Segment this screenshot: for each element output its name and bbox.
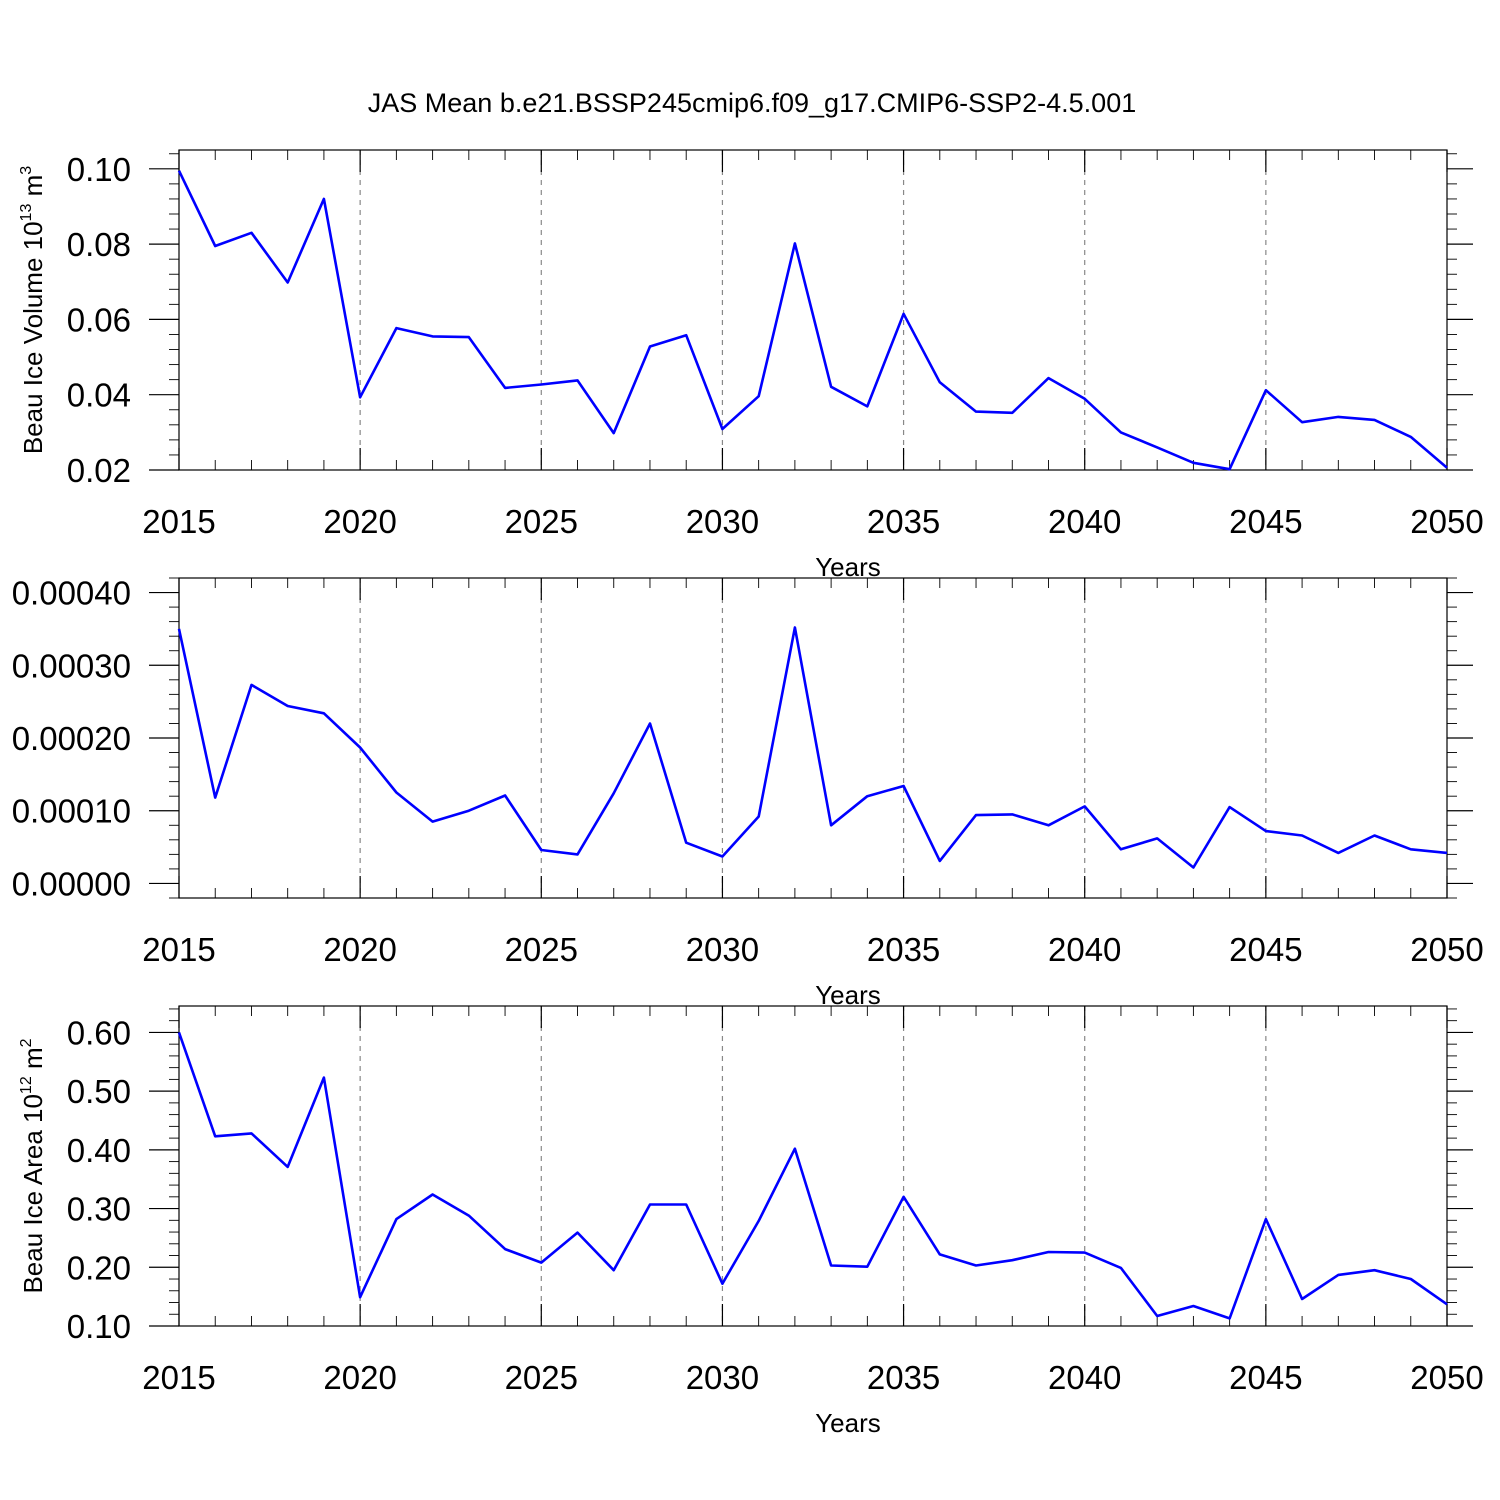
- y-tick-label: 0.20: [67, 1249, 131, 1286]
- x-tick-label: 2040: [1048, 503, 1121, 540]
- plot-frame: [178, 1005, 1448, 1327]
- x-tick-label: 2035: [867, 503, 940, 540]
- x-tick-label: 2040: [1048, 931, 1121, 968]
- x-tick-label: 2020: [323, 503, 396, 540]
- x-tick-label: 2025: [505, 1359, 578, 1396]
- series-line: [177, 1031, 1448, 1320]
- x-tick-label: 2045: [1229, 931, 1302, 968]
- x-tick-label: 2030: [686, 931, 759, 968]
- x-tick-label: 2035: [867, 1359, 940, 1396]
- y-tick-label: 0.10: [67, 1308, 131, 1345]
- x-tick-label: 2050: [1410, 1359, 1483, 1396]
- y-tick-label: 0.00020: [12, 720, 131, 757]
- x-tick-label: 2050: [1410, 931, 1483, 968]
- x-tick-label: 2015: [142, 1359, 215, 1396]
- x-tick-label: 2030: [686, 503, 759, 540]
- x-tick-label: 2015: [142, 931, 215, 968]
- y-tick-label: 0.30: [67, 1191, 131, 1228]
- y-tick-label: 0.50: [67, 1073, 131, 1110]
- y-tick-label: 0.00010: [12, 793, 131, 830]
- x-tick-label: 2025: [505, 931, 578, 968]
- x-tick-label: 2035: [867, 931, 940, 968]
- y-tick-label: 0.60: [67, 1014, 131, 1051]
- plot-frame: [178, 149, 1448, 471]
- x-tick-label: 2020: [323, 931, 396, 968]
- y-tick-label: 0.02: [67, 452, 131, 489]
- x-tick-label: 2020: [323, 1359, 396, 1396]
- y-tick-label: 0.00040: [12, 575, 131, 612]
- y-tick-label: 0.04: [67, 377, 131, 414]
- x-tick-label: 2025: [505, 503, 578, 540]
- series-line: [177, 626, 1448, 869]
- panel-1: 2015 2020 2025 2030 2035 2040 2045 2050 0.02 0.04…: [18, 149, 1484, 582]
- y-tick-label: 0.06: [67, 301, 131, 338]
- x-tick-label: 2045: [1229, 503, 1302, 540]
- x-tick-label: 2045: [1229, 1359, 1302, 1396]
- y-tick-label: 0.40: [67, 1132, 131, 1169]
- x-tick-label: 2050: [1410, 503, 1483, 540]
- y-axis-label: Beau Ice Area 1012 m2: [18, 1038, 48, 1293]
- x-tick-label: 2015: [142, 503, 215, 540]
- x-axis-label: Years: [815, 980, 881, 1010]
- x-axis-label: Years: [815, 552, 881, 582]
- y-tick-label: 0.08: [67, 226, 131, 263]
- series-line: [177, 170, 1448, 471]
- x-axis-label: Years: [815, 1408, 881, 1438]
- panel-2: 2015 2020 2025 2030 2035 2040 2045 2050 0.00000 0…: [12, 575, 1484, 1010]
- plot-frame: [178, 577, 1448, 899]
- panel-3: 2015 2020 2025 2030 2035 2040 2045 2050 0.10 0.20…: [18, 1005, 1484, 1438]
- panels: 2015 2020 2025 2030 2035 2040 2045 2050 0.02 0.04…: [12, 149, 1484, 1438]
- y-axis-label: Beau Ice Volume 1013 m3: [18, 166, 48, 454]
- y-tick-label: 0.10: [67, 151, 131, 188]
- y-tick-label: 0.00030: [12, 647, 131, 684]
- x-tick-label: 2040: [1048, 1359, 1121, 1396]
- y-tick-label: 0.00000: [12, 865, 131, 902]
- chart-title: JAS Mean b.e21.BSSP245cmip6.f09_g17.CMIP…: [368, 88, 1136, 118]
- x-tick-label: 2030: [686, 1359, 759, 1396]
